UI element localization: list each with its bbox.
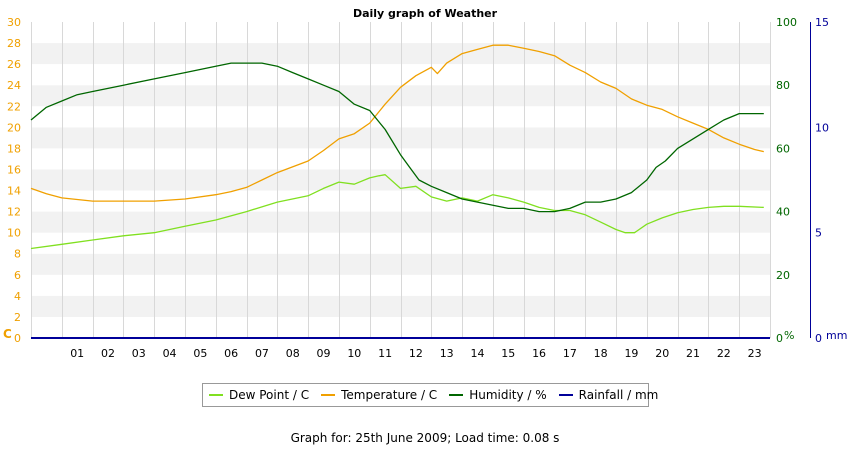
humidity-tick-label: 80 xyxy=(776,79,790,92)
vertical-gridlines xyxy=(31,22,771,338)
footer-text: Graph for: 25th June 2009; Load time: 0.… xyxy=(290,431,560,445)
temperature-tick-label: 2 xyxy=(14,311,21,324)
rainfall-axis-ticks: 0 5 10 15 xyxy=(815,16,829,345)
temperature-tick-label: 18 xyxy=(7,142,21,155)
hour-tick-label: 07 xyxy=(255,347,269,360)
legend-item-dew-point: Dew Point / C xyxy=(209,388,309,402)
humidity-tick-label: 60 xyxy=(776,142,790,155)
temperature-series-line xyxy=(30,44,764,202)
hour-tick-label: 18 xyxy=(594,347,608,360)
humidity-tick-label: 20 xyxy=(776,269,790,282)
hour-tick-label: 12 xyxy=(409,347,423,360)
hour-tick-label: 03 xyxy=(132,347,146,360)
legend-item-rainfall: Rainfall / mm xyxy=(558,388,659,402)
grid-band xyxy=(31,127,770,149)
grid-band xyxy=(31,295,770,317)
legend-label: Dew Point / C xyxy=(229,388,310,402)
legend-label: Temperature / C xyxy=(341,388,438,402)
x-axis-ticks: 01 02 03 04 05 06 07 08 09 10 11 12 13 14 15 16 17 18 19 20… xyxy=(70,347,761,360)
temperature-tick-label: 30 xyxy=(7,16,21,29)
hour-tick-label: 23 xyxy=(748,347,762,360)
hour-tick-label: 06 xyxy=(224,347,238,360)
temperature-tick-label: 0 xyxy=(14,332,21,345)
temperature-tick-label: 10 xyxy=(7,227,21,240)
hour-tick-label: 22 xyxy=(717,347,731,360)
hour-tick-label: 02 xyxy=(101,347,115,360)
temperature-tick-label: 20 xyxy=(7,121,21,134)
grid-band xyxy=(31,85,770,107)
temperature-tick-label: 4 xyxy=(14,290,21,303)
humidity-tick-label: 100 xyxy=(776,16,797,29)
humidity-axis-ticks: 0 20 40 60 80 100 xyxy=(776,16,797,345)
hour-tick-label: 04 xyxy=(163,347,177,360)
hour-tick-label: 14 xyxy=(470,347,484,360)
temperature-tick-label: 16 xyxy=(7,163,21,176)
hour-tick-label: 21 xyxy=(686,347,700,360)
rainfall-tick-label: 10 xyxy=(815,121,829,134)
legend-label: Humidity / % xyxy=(469,388,547,402)
hour-tick-label: 08 xyxy=(286,347,300,360)
dew-point-series-line xyxy=(30,174,764,250)
temperature-tick-label: 14 xyxy=(7,185,21,198)
grid-band xyxy=(31,43,770,65)
humidity-axis-unit: % xyxy=(784,329,794,342)
grid-band xyxy=(31,22,770,44)
plot-background xyxy=(31,22,770,338)
rainfall-tick-label: 5 xyxy=(815,227,822,240)
series-layer xyxy=(30,44,770,339)
hour-tick-label: 05 xyxy=(193,347,207,360)
grid-band xyxy=(31,148,770,170)
rainfall-swatch xyxy=(558,394,573,396)
hour-tick-label: 11 xyxy=(378,347,392,360)
rainfall-axis-unit: mm xyxy=(826,329,847,342)
temperature-tick-label: 24 xyxy=(7,79,21,92)
chart-title: Daily graph of Weather xyxy=(353,7,498,20)
hour-tick-label: 10 xyxy=(347,347,361,360)
hour-tick-label: 01 xyxy=(70,347,84,360)
rainfall-tick-label: 0 xyxy=(815,332,822,345)
temperature-tick-label: 12 xyxy=(7,206,21,219)
hour-tick-label: 20 xyxy=(655,347,669,360)
hour-tick-label: 17 xyxy=(563,347,577,360)
grid-band xyxy=(31,232,770,254)
grid-band xyxy=(31,169,770,191)
temperature-tick-label: 26 xyxy=(7,58,21,71)
temperature-swatch xyxy=(321,394,336,396)
grid-band xyxy=(31,211,770,233)
hour-tick-label: 19 xyxy=(624,347,638,360)
humidity-tick-label: 0 xyxy=(776,332,783,345)
humidity-series-line xyxy=(30,62,764,213)
grid-band xyxy=(31,253,770,275)
hour-tick-label: 15 xyxy=(501,347,515,360)
hour-tick-label: 13 xyxy=(440,347,454,360)
hour-tick-label: 09 xyxy=(317,347,331,360)
hour-tick-label: 16 xyxy=(532,347,546,360)
temperature-tick-label: 8 xyxy=(14,248,21,261)
legend-item-humidity: Humidity / % xyxy=(449,388,547,402)
temperature-tick-label: 6 xyxy=(14,269,21,282)
grid-band xyxy=(31,106,770,128)
legend-item-temperature: Temperature / C xyxy=(321,388,437,402)
dew-point-swatch xyxy=(209,394,223,396)
humidity-swatch xyxy=(449,394,464,396)
temperature-tick-label: 22 xyxy=(7,100,21,113)
left-axis-unit: C xyxy=(3,327,12,341)
legend-label: Rainfall / mm xyxy=(578,388,659,402)
grid-band xyxy=(31,274,770,296)
rainfall-tick-label: 15 xyxy=(815,16,829,29)
humidity-tick-label: 40 xyxy=(776,206,790,219)
temperature-tick-label: 28 xyxy=(7,37,21,50)
grid-band xyxy=(31,316,770,338)
legend: Dew Point / C Temperature / C Humidity /… xyxy=(202,383,658,407)
